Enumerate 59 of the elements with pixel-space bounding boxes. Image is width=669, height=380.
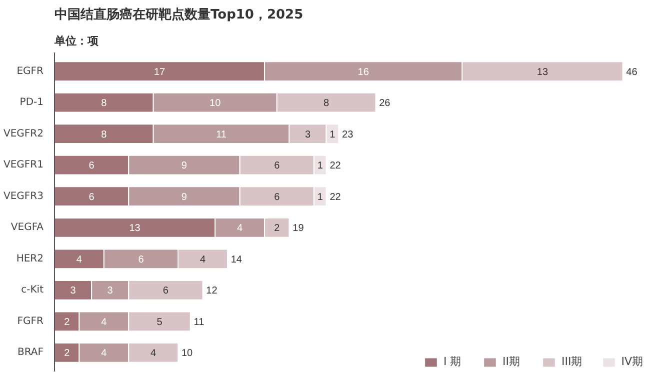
- data-label: 3: [304, 129, 311, 140]
- y-tick-label: HER2: [16, 253, 44, 264]
- data-label: 4: [200, 254, 206, 266]
- total-label: 26: [379, 98, 391, 110]
- data-label: 4: [101, 348, 108, 360]
- legend-label: III期: [561, 354, 582, 369]
- y-tick-label: VEGFR1: [4, 160, 44, 171]
- data-label: 9: [181, 192, 188, 203]
- data-label: 5: [156, 316, 163, 328]
- y-tick-label: VEGFA: [10, 222, 44, 234]
- total-label: 14: [230, 254, 242, 266]
- data-label: 1: [330, 129, 336, 140]
- legend-label: I 期: [443, 354, 462, 369]
- data-label: 2: [274, 223, 280, 234]
- y-tick-label: c-Kit: [21, 284, 44, 296]
- chart-subtitle: 单位：项: [54, 34, 100, 48]
- data-label: 8: [101, 98, 108, 110]
- y-tick-label: FGFR: [17, 316, 44, 327]
- total-label: 23: [342, 129, 354, 140]
- data-label: 6: [162, 286, 169, 297]
- data-label: 2: [64, 316, 70, 328]
- data-label: 1: [317, 192, 324, 203]
- total-label: 11: [194, 316, 205, 328]
- data-label: 4: [101, 316, 108, 328]
- data-label: 3: [70, 286, 76, 297]
- data-label: 6: [88, 192, 95, 203]
- data-label: 6: [138, 254, 144, 266]
- data-label: 16: [358, 66, 370, 78]
- data-label: 13: [536, 66, 548, 78]
- legend-label: II期: [502, 354, 521, 369]
- y-tick-label: PD-1: [20, 97, 44, 108]
- y-tick-label: EGFR: [16, 66, 44, 77]
- data-label: 10: [210, 98, 222, 110]
- data-label: 9: [181, 160, 188, 172]
- data-label: 11: [216, 129, 227, 140]
- data-label: 6: [274, 192, 280, 203]
- total-label: 19: [292, 223, 304, 234]
- data-label: 13: [129, 223, 141, 234]
- total-label: 22: [330, 192, 342, 203]
- total-label: 10: [181, 348, 194, 360]
- total-label: 12: [206, 286, 218, 297]
- chart-title: 中国结直肠癌在研靶点数量Top10，2025: [54, 6, 304, 22]
- data-label: 8: [324, 98, 330, 110]
- data-label: 1: [317, 160, 324, 172]
- data-label: 6: [88, 160, 95, 172]
- y-tick-label: VEGFR3: [4, 190, 44, 202]
- data-label: 17: [154, 66, 166, 78]
- y-tick-label: BRAF: [18, 347, 44, 358]
- total-label: 22: [330, 160, 342, 172]
- data-label: 4: [76, 254, 82, 266]
- data-label: 4: [150, 348, 157, 360]
- data-label: 4: [237, 223, 244, 234]
- total-label: 46: [626, 66, 638, 78]
- data-label: 3: [107, 286, 114, 297]
- data-label: 6: [274, 160, 280, 172]
- y-tick-label: VEGFR2: [4, 128, 44, 140]
- data-label: 8: [101, 129, 108, 140]
- legend-label: IV期: [621, 354, 643, 369]
- data-label: 2: [64, 348, 70, 360]
